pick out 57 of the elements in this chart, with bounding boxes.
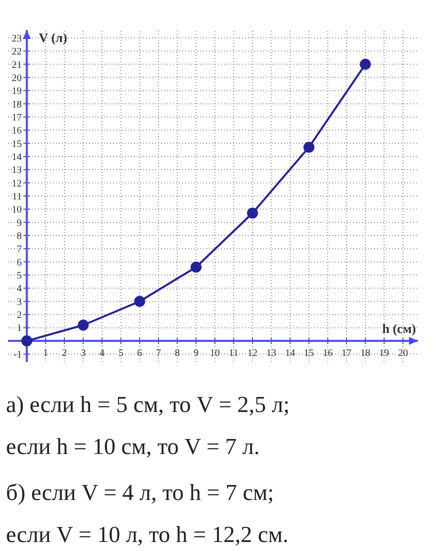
x-tick-label: 10 — [210, 348, 220, 359]
y-tick-label: 11 — [12, 192, 22, 202]
y-tick-label: 18 — [12, 99, 22, 110]
y-tick-label: 13 — [12, 165, 22, 176]
x-tick-label: 5 — [118, 348, 124, 359]
x-tick-label: 11 — [228, 348, 239, 359]
y-tick-label: 1 — [16, 323, 22, 334]
x-tick-label: 14 — [285, 348, 296, 359]
y-tick-label: 20 — [12, 72, 22, 84]
y-tick-label: 6 — [16, 257, 22, 268]
y-tick-label: 15 — [12, 138, 22, 150]
x-tick-label: 20 — [398, 348, 408, 359]
x-axis-title: h (см) — [382, 320, 416, 336]
y-tick-label: 9 — [16, 218, 22, 229]
text: б) если V = 4 л, то h = 7 см; — [6, 480, 274, 505]
y-tick-label: 12 — [12, 178, 22, 190]
x-tick-label: 13 — [266, 348, 276, 359]
y-tick-label: 4 — [16, 284, 22, 295]
y-tick-label: 3 — [16, 296, 22, 308]
x-tick-label: 18 — [360, 348, 370, 359]
text: а) если h = 5 см, то V = 2,5 л; — [6, 392, 290, 417]
x-tick-label: 3 — [80, 348, 86, 359]
point — [246, 208, 258, 219]
x-tick-label: 9 — [194, 348, 199, 359]
y-tick-label: 8 — [16, 231, 22, 242]
text: если V = 10 л, то h = 12,2 см. — [6, 522, 288, 547]
y-axis-title: V (л) — [38, 30, 68, 45]
y-tick-label: 23 — [12, 33, 22, 44]
y-tick-label: 19 — [12, 86, 22, 98]
point — [21, 335, 32, 346]
y-tick-label: 16 — [12, 126, 22, 137]
y-tick-label: 22 — [12, 46, 22, 58]
x-tick-label: 17 — [342, 348, 352, 359]
point — [190, 262, 202, 273]
x-tick-label: 4 — [100, 348, 105, 359]
text: если h = 10 см, то V = 7 л. — [6, 434, 260, 459]
y-tick-label: 14 — [12, 152, 22, 163]
y-tick-label: -1 — [13, 350, 22, 361]
y-tick-label: 7 — [16, 244, 22, 256]
y-tick-label: 21 — [12, 60, 22, 71]
y-tick-label: 2 — [16, 310, 22, 322]
x-tick-label: 19 — [379, 348, 390, 359]
y-tick-label: 5 — [16, 270, 22, 282]
x-tick-label: 6 — [137, 348, 142, 359]
point — [303, 142, 314, 153]
point — [134, 296, 146, 307]
x-tick-label: 7 — [156, 348, 161, 359]
x-tick-label: 16 — [322, 348, 333, 359]
y-tick-label: 17 — [12, 112, 22, 124]
point — [78, 320, 89, 331]
point — [360, 58, 371, 70]
x-tick-label: 12 — [247, 348, 258, 359]
x-tick-label: 2 — [62, 348, 67, 359]
x-tick-label: 15 — [304, 348, 314, 359]
x-tick-label: 1 — [43, 348, 48, 359]
x-tick-label: 8 — [174, 348, 180, 359]
y-tick-label: 10 — [12, 204, 22, 216]
